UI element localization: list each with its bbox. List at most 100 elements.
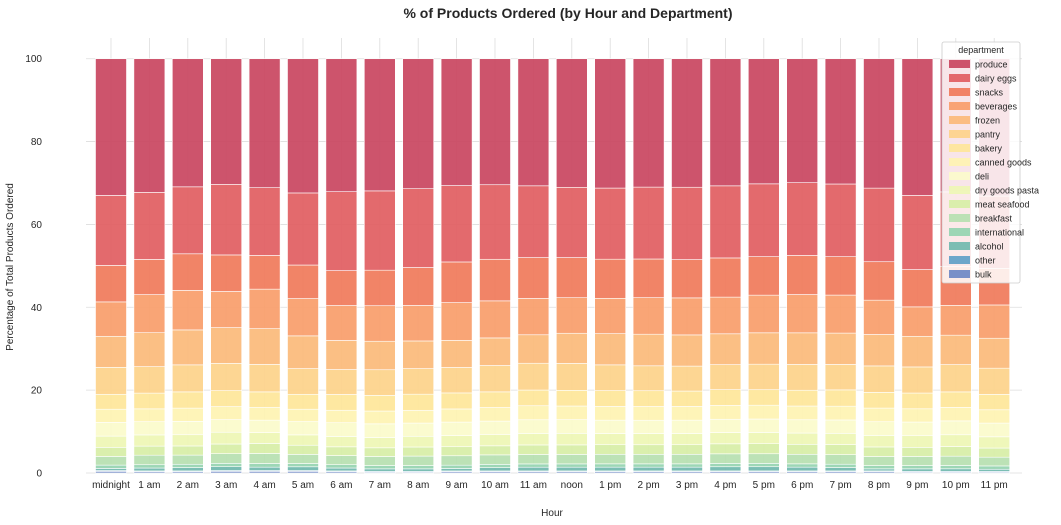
bar-segment: [210, 184, 242, 256]
bar-segment: [172, 253, 204, 291]
bar-segment: [479, 467, 511, 472]
bar-segment: [440, 408, 473, 423]
bar-segment: [632, 186, 665, 260]
legend-swatch: [949, 74, 970, 82]
bar-segment: [517, 58, 550, 187]
bar-segment: [863, 187, 895, 263]
bar-segment: [555, 363, 588, 391]
bar-segment: [632, 58, 665, 188]
legend-swatch: [949, 200, 970, 208]
bar-segment: [402, 465, 435, 470]
bar-segment: [939, 334, 972, 365]
legend-label: canned goods: [975, 158, 1032, 168]
bar-segment: [632, 419, 665, 434]
bar-segment: [210, 453, 242, 464]
legend-label: alcohol: [975, 242, 1004, 252]
bar-segment: [363, 369, 396, 396]
bar-segment: [325, 58, 358, 192]
legend-label: dry goods pasta: [975, 186, 1039, 196]
bar-segment: [402, 188, 435, 268]
legend-item: produce: [949, 60, 1008, 70]
bar-segment: [95, 435, 127, 448]
x-tick-label: 8 am: [407, 480, 429, 491]
bar-segment: [786, 466, 819, 472]
legend-label: produce: [975, 60, 1008, 70]
legend-item: bakery: [949, 144, 1003, 154]
bar-segment: [632, 390, 665, 407]
bar-segment: [824, 332, 857, 365]
legend-swatch: [949, 144, 970, 152]
bar-segment: [709, 453, 742, 464]
bar-segment: [632, 297, 665, 335]
bar-segment: [95, 408, 127, 423]
bar-segment: [978, 409, 1011, 424]
bar-segment: [133, 434, 166, 447]
bar-segment: [824, 183, 857, 257]
bar-stack: [440, 58, 473, 474]
legend-swatch: [949, 130, 970, 138]
bar-segment: [671, 365, 703, 392]
bar-segment: [363, 190, 396, 271]
bar-segment: [172, 329, 204, 366]
bar-segment: [210, 431, 242, 445]
bar-segment: [440, 340, 473, 368]
bar-segment: [594, 453, 627, 465]
bar-stack: [517, 58, 550, 474]
legend-label: frozen: [975, 116, 1000, 126]
bar-segment: [863, 299, 895, 335]
bar-segment: [863, 261, 895, 301]
bar-segment: [786, 182, 819, 256]
bar-segment: [594, 444, 627, 455]
bar-segment: [402, 58, 435, 189]
bar-segment: [440, 435, 473, 448]
bar-segment: [863, 446, 895, 457]
bar-segment: [555, 454, 588, 465]
bar-segment: [95, 468, 127, 471]
bar-segment: [172, 407, 204, 422]
bar-segment: [863, 421, 895, 436]
bar-segment: [287, 444, 319, 455]
bar-segment: [824, 294, 857, 334]
bar-segment: [517, 185, 550, 258]
bar-segment: [287, 264, 319, 299]
bar-segment: [363, 423, 396, 438]
bar-segment: [863, 435, 895, 448]
bar-segment: [517, 454, 550, 465]
bar-segment: [555, 297, 588, 334]
bar-segment: [133, 464, 166, 469]
bar-segment: [555, 405, 588, 420]
bar-segment: [939, 420, 972, 436]
bar-segment: [978, 465, 1011, 470]
legend-item: bulk: [949, 270, 992, 280]
bar-segment: [133, 294, 166, 333]
bar-segment: [517, 334, 550, 364]
bar-segment: [479, 365, 511, 393]
bar-segment: [133, 192, 166, 260]
legend-swatch: [949, 172, 970, 180]
legend-item: dairy eggs: [949, 74, 1017, 84]
bar-segment: [133, 366, 166, 394]
legend-swatch: [949, 228, 970, 236]
bar-segment: [978, 367, 1011, 395]
bar-segment: [440, 367, 473, 394]
bar-segment: [747, 294, 780, 334]
legend-item: snacks: [949, 88, 1004, 98]
bar-segment: [95, 265, 127, 303]
bar-segment: [786, 58, 819, 183]
bar-segment: [325, 270, 358, 306]
bar-segment: [172, 391, 204, 409]
bar-segment: [248, 453, 281, 464]
bar-segment: [287, 368, 319, 395]
bar-segment: [786, 432, 819, 445]
bar-segment: [709, 185, 742, 259]
bar-segment: [248, 255, 281, 290]
x-tick-label: 9 pm: [906, 480, 928, 491]
bar-segment: [709, 58, 742, 187]
bar-segment: [95, 301, 127, 337]
y-tick-label: 80: [31, 137, 43, 148]
bar-segment: [747, 466, 780, 472]
bar-segment: [248, 466, 281, 471]
bar-segment: [786, 405, 819, 421]
bar-segment: [248, 187, 281, 256]
